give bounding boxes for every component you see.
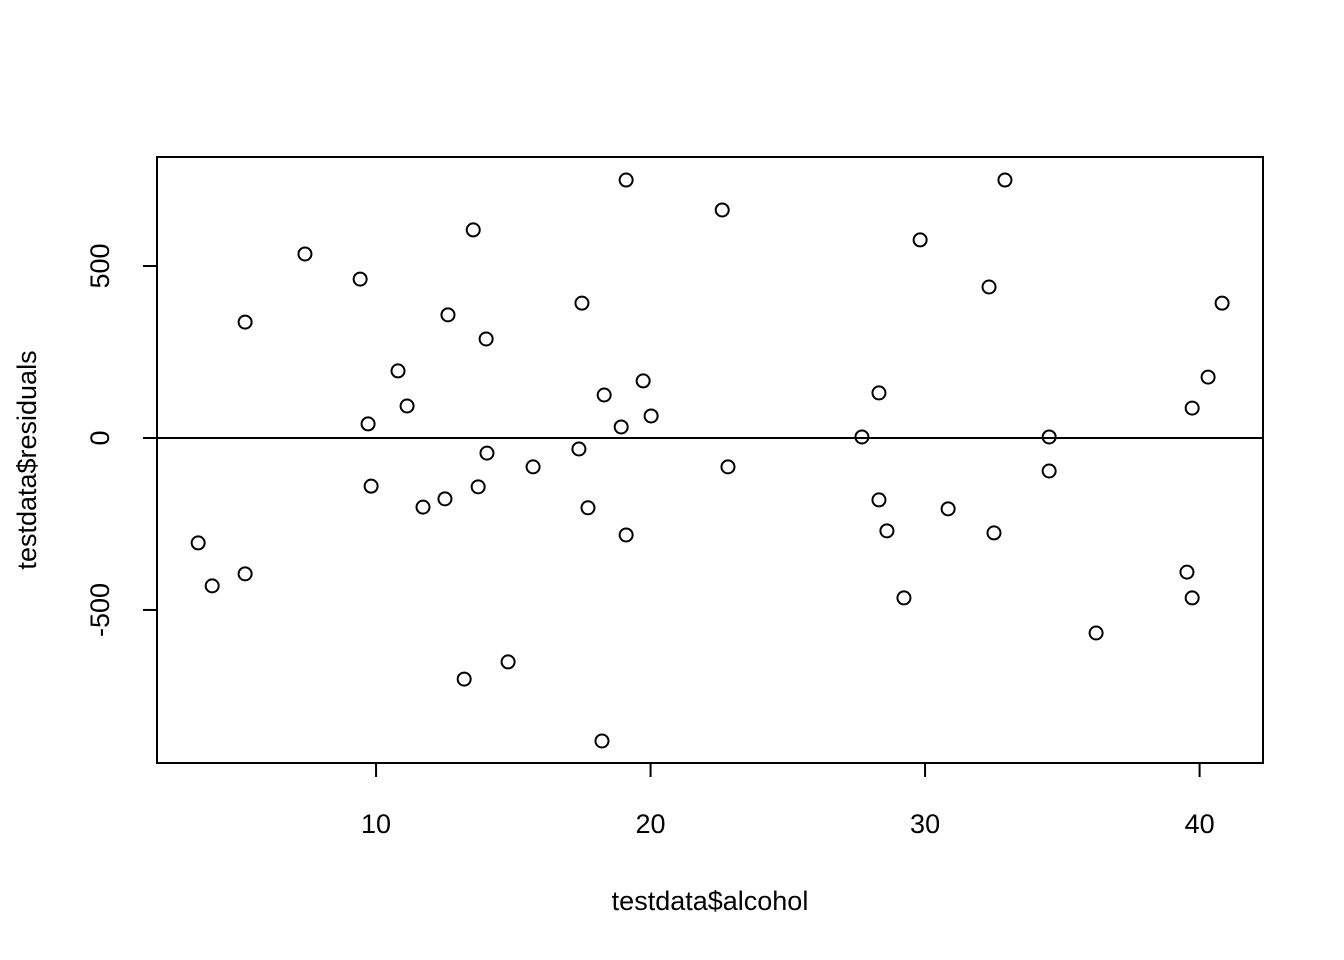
point	[981, 279, 997, 295]
point	[363, 478, 379, 494]
point	[237, 314, 253, 330]
point	[580, 500, 596, 516]
point	[360, 416, 376, 432]
point	[571, 441, 587, 457]
point	[352, 271, 368, 287]
point	[390, 363, 406, 379]
y-tick-label: 0	[85, 430, 115, 445]
point	[618, 527, 634, 543]
point	[871, 385, 887, 401]
point	[1041, 429, 1057, 445]
point	[613, 419, 629, 435]
point	[986, 525, 1002, 541]
point	[574, 295, 590, 311]
point	[854, 429, 870, 445]
point	[399, 398, 415, 414]
point	[465, 222, 481, 238]
point	[415, 499, 431, 515]
y-tick-label: -500	[85, 583, 115, 637]
point	[940, 501, 956, 517]
point	[297, 246, 313, 262]
point	[190, 535, 206, 551]
point	[596, 387, 612, 403]
x-axis-label: testdata$alcohol	[612, 886, 809, 916]
x-tick-label: 20	[636, 809, 666, 839]
point	[714, 202, 730, 218]
point	[635, 373, 651, 389]
point	[1041, 463, 1057, 479]
x-tick-label: 30	[910, 809, 940, 839]
point	[204, 578, 220, 594]
point	[440, 307, 456, 323]
point	[896, 590, 912, 606]
point	[1184, 590, 1200, 606]
plot-frame	[156, 156, 1264, 764]
x-tick-label: 40	[1185, 809, 1215, 839]
point	[1200, 369, 1216, 385]
point	[720, 459, 736, 475]
point	[912, 232, 928, 248]
point	[594, 733, 610, 749]
point	[525, 459, 541, 475]
point	[478, 331, 494, 347]
point	[643, 408, 659, 424]
point	[470, 479, 486, 495]
point	[237, 566, 253, 582]
point	[500, 654, 516, 670]
point	[1184, 400, 1200, 416]
point	[456, 671, 472, 687]
point	[618, 172, 634, 188]
y-axis-label: testdata$residuals	[12, 350, 42, 569]
point	[1088, 625, 1104, 641]
point	[871, 492, 887, 508]
x-tick-label: 10	[361, 809, 391, 839]
y-tick-label: 500	[85, 243, 115, 288]
point	[437, 491, 453, 507]
point	[1214, 295, 1230, 311]
point	[997, 172, 1013, 188]
point	[479, 445, 495, 461]
point	[879, 523, 895, 539]
point	[1179, 564, 1195, 580]
